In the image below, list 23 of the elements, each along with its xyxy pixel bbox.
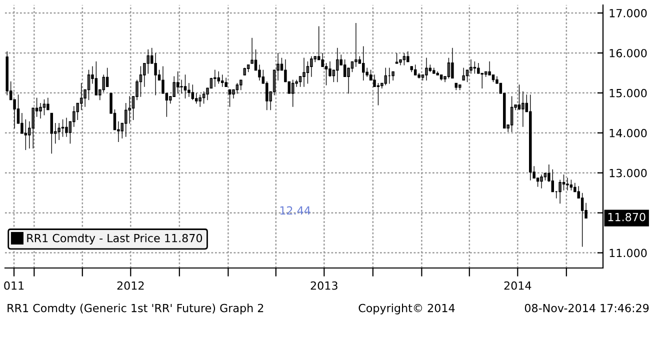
x-tick-label: 011 bbox=[4, 281, 24, 290]
y-tick-label: 16.000 bbox=[610, 48, 647, 58]
annotation: 12.44 bbox=[280, 206, 310, 215]
y-tick-label: 13.000 bbox=[610, 168, 647, 178]
legend-label: RR1 Comdty - Last Price 11.870 bbox=[27, 234, 202, 244]
y-tick-label: 11.000 bbox=[610, 248, 647, 258]
candlestick bbox=[566, 178, 569, 190]
text: Copyright© 2014 bbox=[358, 304, 455, 314]
candlestick bbox=[336, 48, 339, 82]
y-tick-label: 17.000 bbox=[610, 8, 647, 18]
candlestick bbox=[395, 53, 398, 64]
candlestick bbox=[102, 74, 105, 92]
text: 08-Nov-2014 17:46:29 bbox=[524, 304, 649, 312]
text: RR1 Comdty (Generic 1st 'RR' Future) Graph 2 bbox=[8, 304, 264, 314]
x-tick-label: 2012 bbox=[117, 281, 144, 290]
y-tick-label: 15.000 bbox=[610, 88, 647, 98]
y-tick-label: 14.000 bbox=[610, 128, 647, 138]
x-tick-label: 2013 bbox=[310, 281, 338, 290]
x-tick-label: 2014 bbox=[504, 281, 532, 290]
annotation: 11.870 bbox=[608, 212, 646, 222]
candlestick bbox=[32, 108, 34, 148]
candlestick bbox=[180, 80, 183, 94]
candlestick bbox=[195, 92, 198, 104]
